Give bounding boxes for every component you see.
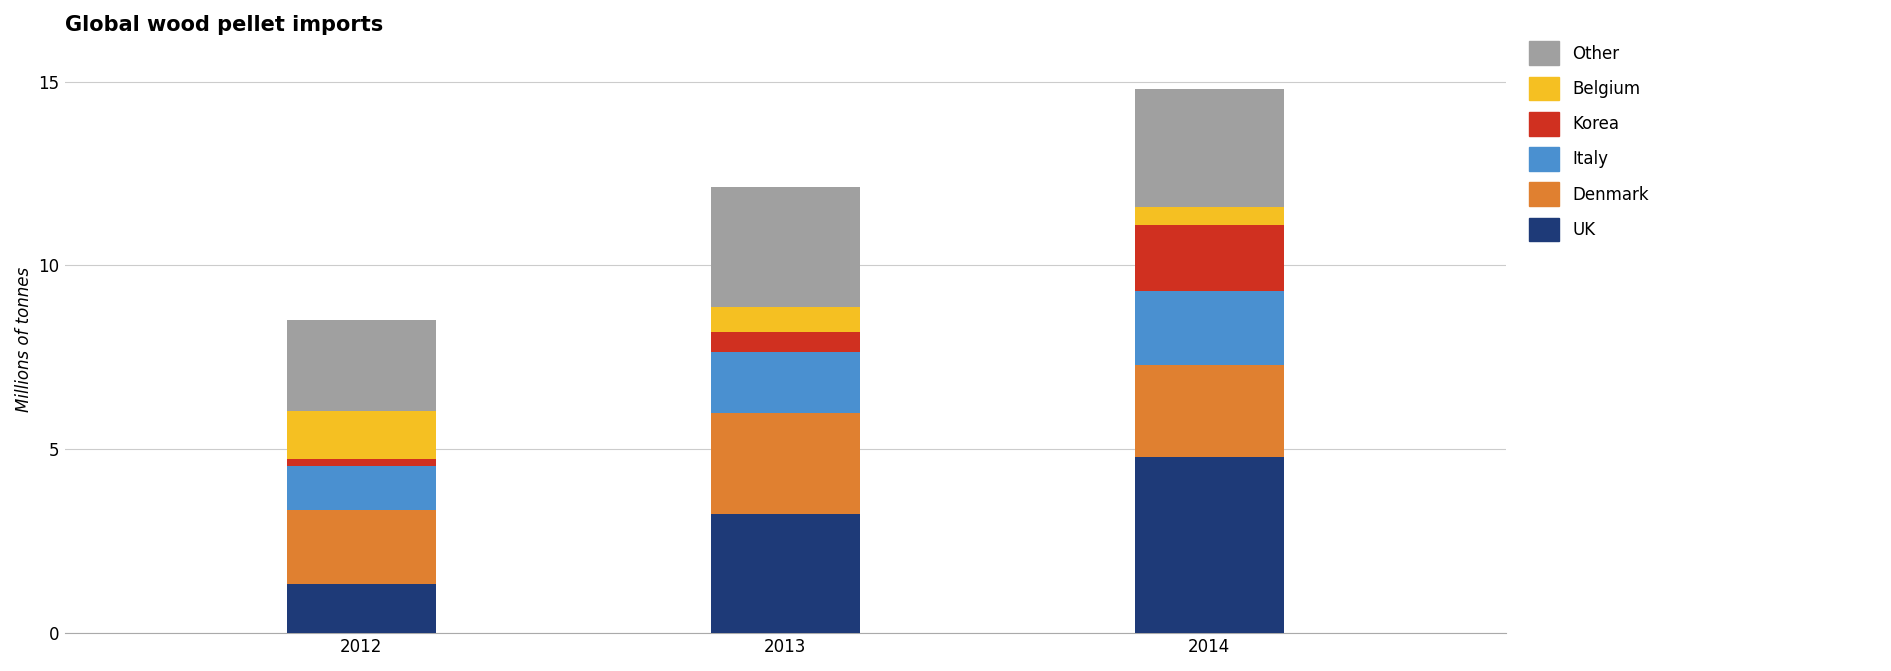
Bar	[1135, 225, 1284, 291]
Bar	[711, 187, 860, 307]
Bar	[287, 319, 435, 411]
Bar	[711, 331, 860, 352]
Bar	[1135, 457, 1284, 633]
Bar	[711, 352, 860, 413]
Bar	[287, 459, 435, 466]
Bar	[711, 307, 860, 331]
Text: Global wood pellet imports: Global wood pellet imports	[64, 15, 382, 35]
Bar	[711, 413, 860, 514]
Bar	[287, 584, 435, 633]
Bar	[287, 466, 435, 510]
Legend: Other, Belgium, Korea, Italy, Denmark, UK: Other, Belgium, Korea, Italy, Denmark, U…	[1530, 42, 1649, 242]
Bar	[1135, 365, 1284, 457]
Y-axis label: Millions of tonnes: Millions of tonnes	[15, 266, 32, 411]
Bar	[287, 510, 435, 584]
Bar	[287, 411, 435, 459]
Bar	[711, 514, 860, 633]
Bar	[1135, 291, 1284, 365]
Bar	[1135, 89, 1284, 207]
Bar	[1135, 207, 1284, 225]
